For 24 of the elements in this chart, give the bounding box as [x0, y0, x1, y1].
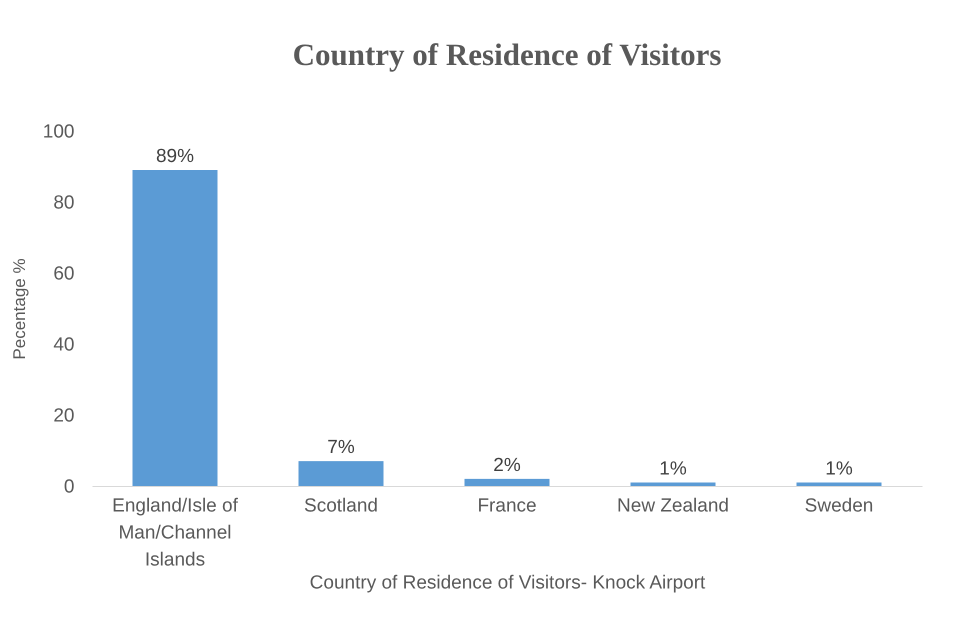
data-label: 7% [327, 437, 355, 458]
y-tick-label: 60 [53, 264, 74, 284]
data-label: 1% [825, 458, 853, 480]
bar [630, 482, 716, 486]
bar [796, 482, 882, 486]
x-tick-label: England/Isle of Man/Channel Islands [112, 496, 239, 570]
x-tick-label: France [477, 496, 537, 516]
x-tick-label: New Zealand [617, 496, 729, 516]
x-tick-label: Scotland [304, 496, 378, 516]
y-axis-title: Pecentage % [10, 258, 29, 360]
bar [298, 461, 384, 486]
y-tick-label: 0 [64, 476, 74, 498]
bar [132, 170, 218, 486]
x-tick-label: Sweden [804, 496, 874, 516]
data-label: 1% [659, 458, 687, 480]
y-tick-label: 100 [42, 122, 74, 142]
x-axis-title: Country of Residence of Visitors- Knock Airport [310, 572, 706, 594]
y-tick-label: 20 [53, 406, 74, 426]
bar [464, 478, 550, 486]
data-label: 89% [156, 146, 194, 168]
y-tick-label: 80 [53, 192, 74, 214]
chart-title: Country of Residence of Visitors [292, 37, 722, 72]
data-label: 2% [493, 454, 521, 476]
y-tick-label: 40 [53, 334, 74, 356]
